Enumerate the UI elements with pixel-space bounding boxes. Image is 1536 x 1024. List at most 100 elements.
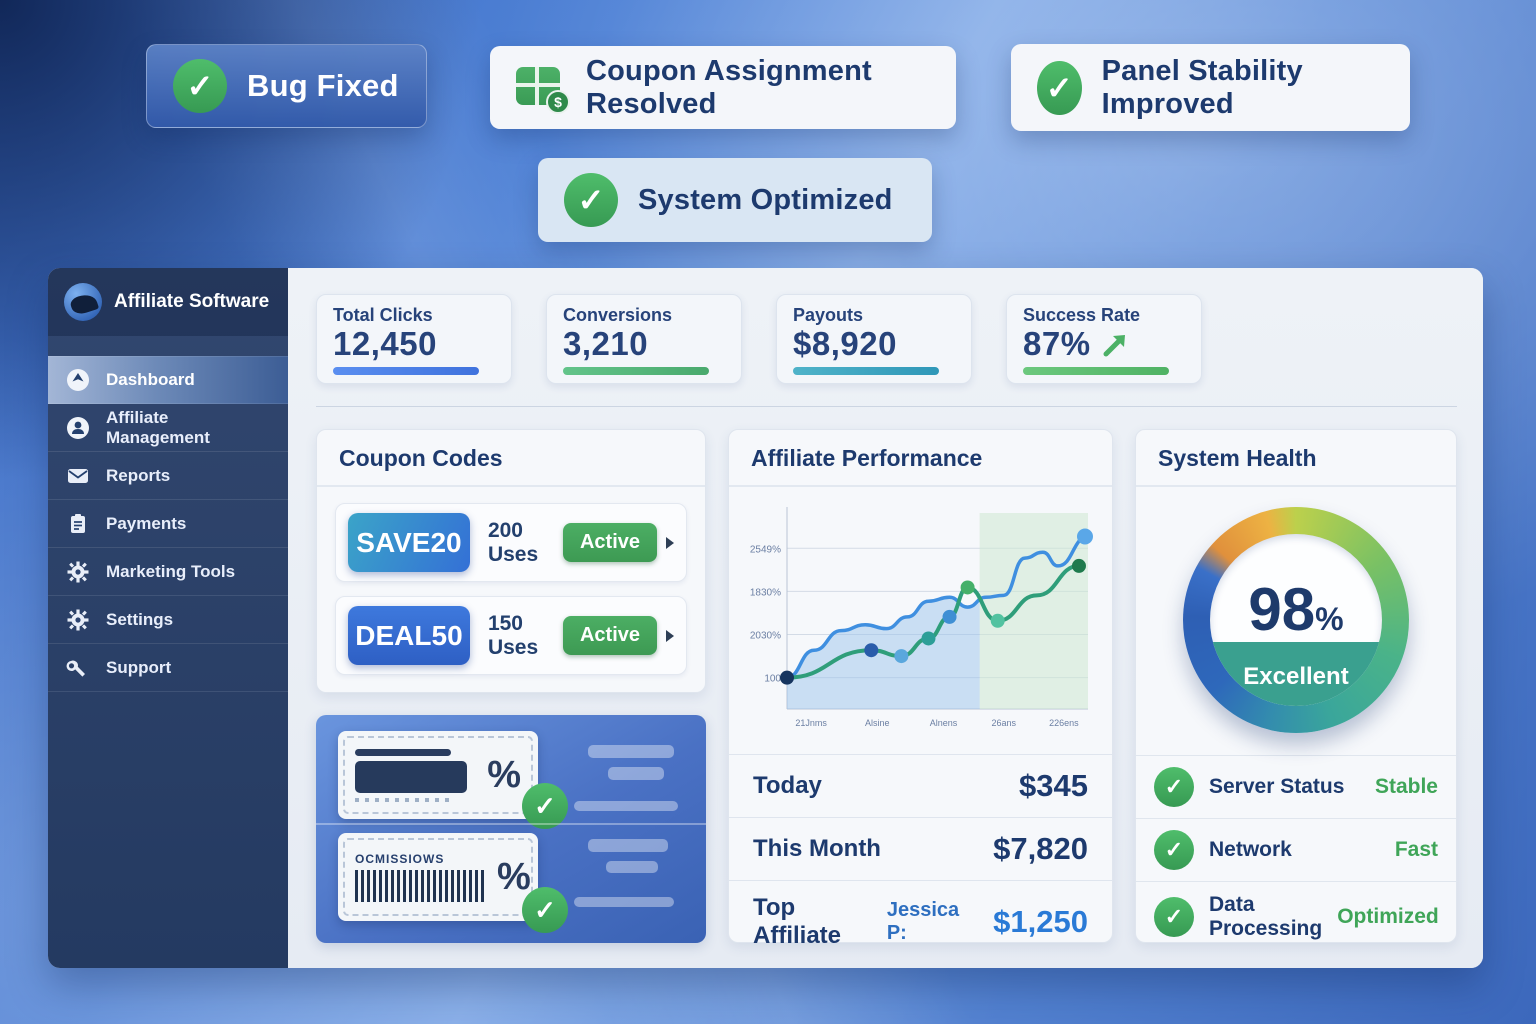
- coupon-illustration-panel: %: [316, 715, 706, 943]
- banner-label: Bug Fixed: [247, 68, 399, 103]
- stat-progress-bar: [793, 367, 939, 375]
- top-affiliate-name: Jessica P:: [886, 899, 960, 944]
- stat-card-total-clicks: Total Clicks 12,450: [316, 294, 512, 384]
- svg-text:Alnens: Alnens: [930, 718, 958, 728]
- system-health-panel: System Health 98% Excellent: [1135, 429, 1457, 943]
- illustration-row: OCMISSIOWS %: [316, 823, 706, 935]
- coupon-uses: 150 Uses: [487, 611, 539, 659]
- svg-text:Alsine: Alsine: [865, 718, 890, 728]
- panel-title: System Health: [1136, 430, 1456, 487]
- ticket-label: OCMISSIOWS: [355, 852, 445, 866]
- caret-icon[interactable]: [666, 629, 674, 642]
- sidebar-item-marketing-tools[interactable]: Marketing Tools: [48, 548, 288, 596]
- coupon-ticket-graphic: %: [338, 731, 538, 819]
- app-logo-icon: [64, 283, 102, 321]
- percent-glyph: %: [497, 855, 531, 898]
- banner-label: System Optimized: [638, 183, 893, 216]
- stat-value: 87%: [1023, 326, 1185, 362]
- panel-stability-banner: Panel Stability Improved: [1011, 44, 1410, 131]
- banner-label: Coupon Assignment Resolved: [586, 54, 872, 120]
- status-row-server: Server Status Stable: [1136, 755, 1456, 818]
- stats-row: Total Clicks 12,450 Conversions 3,210 Pa…: [316, 294, 1457, 384]
- performance-line-chart: 2549% 1830% 2030% 100 21Jnms Alsine Alnens 26an…: [750, 507, 1093, 728]
- stat-value: $8,920: [793, 325, 897, 362]
- status-label: Data Processing: [1209, 893, 1323, 940]
- stat-value: 3,210: [563, 325, 649, 362]
- stat-value: 12,450: [333, 325, 437, 362]
- check-icon: [1154, 830, 1194, 870]
- perf-label: This Month: [753, 835, 881, 862]
- sidebar-item-reports[interactable]: Reports: [48, 452, 288, 500]
- check-badge-icon: [522, 887, 568, 933]
- stat-progress-bar: [563, 367, 709, 375]
- coupon-uses: 200 Uses: [487, 518, 539, 566]
- clipboard-icon: [64, 510, 92, 538]
- coupon-code-button[interactable]: DEAL50: [348, 606, 470, 665]
- health-gauge: 98% Excellent: [1183, 507, 1409, 733]
- status-value: Stable: [1374, 775, 1438, 798]
- status-value: Fast: [1394, 838, 1438, 861]
- check-icon: [173, 59, 227, 113]
- coupon-icon: $: [516, 66, 570, 114]
- caret-icon[interactable]: [666, 536, 674, 549]
- sidebar-item-label: Settings: [106, 609, 174, 629]
- perf-value: $7,820: [993, 831, 1088, 866]
- perf-label: Top Affiliate: [753, 894, 842, 949]
- barcode-graphic: [355, 870, 487, 902]
- app-brand: Affiliate Software: [48, 268, 288, 336]
- main-content: Total Clicks 12,450 Conversions 3,210 Pa…: [288, 268, 1483, 968]
- dashboard-icon: [64, 366, 92, 394]
- sidebar-item-dashboard[interactable]: Dashboard: [48, 356, 288, 404]
- svg-text:21Jnms: 21Jnms: [795, 718, 827, 728]
- stat-progress-bar: [333, 367, 479, 375]
- svg-text:226ens: 226ens: [1049, 718, 1079, 728]
- stat-label: Success Rate: [1023, 305, 1141, 325]
- bug-fixed-banner: Bug Fixed: [146, 44, 427, 128]
- stat-card-conversions: Conversions 3,210: [546, 294, 742, 384]
- stat-progress-bar: [1023, 367, 1169, 375]
- svg-text:2030%: 2030%: [750, 631, 781, 642]
- coupon-codes-panel: Coupon Codes SAVE20 200 Uses Active DEAL…: [316, 429, 706, 693]
- perf-row-today: Today $345: [729, 754, 1112, 817]
- gear-icon: [64, 558, 92, 586]
- sidebar-item-label: Reports: [106, 465, 171, 485]
- perf-value: $345: [1019, 768, 1088, 803]
- coupon-code-button[interactable]: SAVE20: [348, 513, 470, 572]
- wrench-icon: [64, 654, 92, 682]
- perf-label: Today: [753, 772, 822, 799]
- health-rating: Excellent: [1243, 662, 1349, 690]
- stat-label: Conversions: [563, 305, 673, 325]
- envelope-icon: [64, 462, 92, 490]
- check-icon: [564, 173, 618, 227]
- sidebar-item-label: Affiliate Management: [106, 407, 210, 447]
- barcode-ticket-graphic: OCMISSIOWS %: [338, 833, 538, 921]
- check-badge-icon: [522, 783, 568, 829]
- panel-title: Coupon Codes: [317, 430, 705, 487]
- system-optimized-banner: System Optimized: [538, 158, 932, 242]
- coupon-status-button[interactable]: Active: [562, 616, 657, 655]
- sidebar-item-settings[interactable]: Settings: [48, 596, 288, 644]
- stat-label: Total Clicks: [333, 305, 433, 325]
- sidebar-item-support[interactable]: Support: [48, 644, 288, 692]
- status-row-network: Network Fast: [1136, 818, 1456, 881]
- coupon-status-button[interactable]: Active: [562, 523, 657, 562]
- sidebar-nav: Dashboard Affiliate Management Reports P…: [48, 336, 288, 692]
- check-icon: [1154, 767, 1194, 807]
- stat-card-payouts: Payouts $8,920: [776, 294, 972, 384]
- status-label: Server Status: [1209, 775, 1345, 798]
- sidebar-item-affiliate-management[interactable]: Affiliate Management: [48, 404, 288, 452]
- affiliate-performance-panel: Affiliate Performance 2549% 1830% 2030% 100…: [728, 429, 1113, 949]
- user-icon: [64, 414, 92, 442]
- percent-glyph: %: [487, 753, 521, 796]
- check-icon: [1037, 60, 1082, 115]
- coupon-resolved-banner: $ Coupon Assignment Resolved: [490, 46, 956, 129]
- sidebar-item-payments[interactable]: Payments: [48, 500, 288, 548]
- coupon-row: SAVE20 200 Uses Active: [335, 503, 687, 582]
- stat-card-success-rate: Success Rate 87%: [1006, 294, 1202, 384]
- banner-label: Panel Stability Improved: [1101, 54, 1303, 120]
- svg-text:100: 100: [764, 674, 781, 685]
- perf-value: $1,250: [993, 904, 1088, 939]
- app-title: Affiliate Software: [114, 291, 270, 312]
- gear-icon: [64, 606, 92, 634]
- perf-row-top-affiliate: Top Affiliate Jessica P: $1,250: [729, 880, 1112, 963]
